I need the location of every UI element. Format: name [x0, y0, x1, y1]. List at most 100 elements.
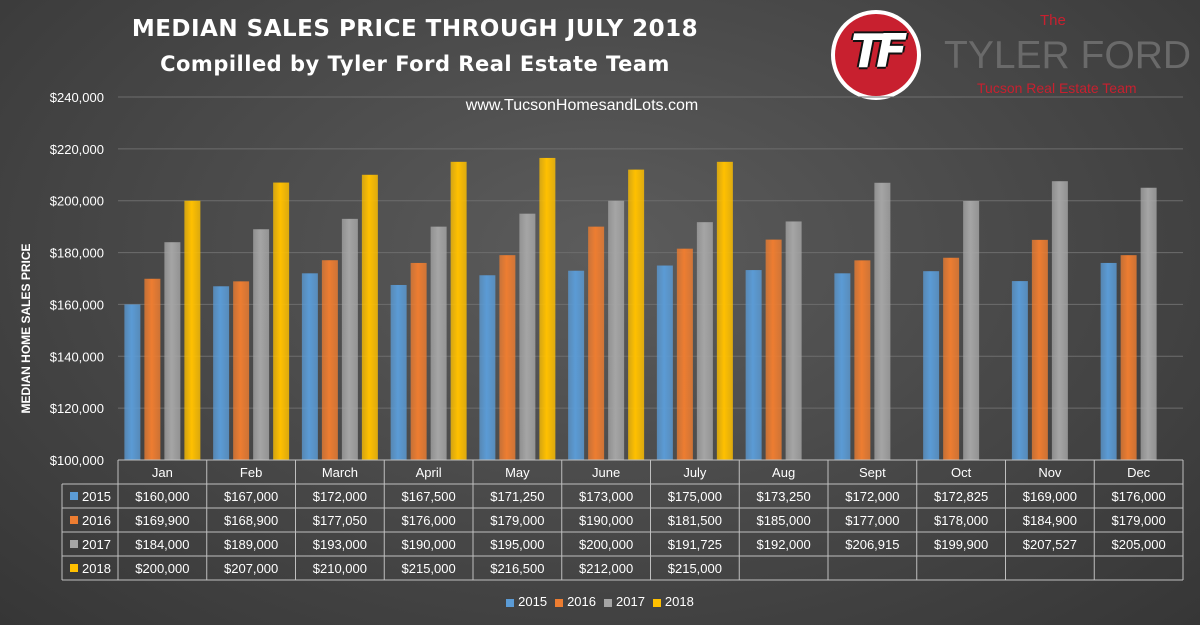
x-tick-label: Nov — [1038, 465, 1062, 480]
table-value: $205,000 — [1112, 537, 1166, 552]
bar-2018-feb — [273, 182, 290, 461]
bar-2018-jan — [184, 200, 201, 460]
bar-2015-jan — [124, 304, 141, 460]
bar-2016-june — [588, 226, 605, 460]
y-tick-label: $140,000 — [50, 349, 104, 364]
chart-subtitle: Compilled by Tyler Ford Real Estate Team — [160, 52, 670, 76]
x-tick-label: Oct — [951, 465, 972, 480]
bar-2015-dec — [1100, 262, 1117, 460]
table-value: $207,000 — [224, 561, 278, 576]
bar-2016-jan — [144, 278, 161, 460]
y-tick-label: $120,000 — [50, 401, 104, 416]
x-tick-label: April — [416, 465, 442, 480]
bar-2017-march — [341, 218, 358, 460]
table-value: $167,500 — [402, 489, 456, 504]
legend-swatch — [604, 598, 612, 607]
table-value: $195,000 — [490, 537, 544, 552]
table-series-name: 2018 — [82, 561, 111, 576]
table-value: $172,000 — [845, 489, 899, 504]
bar-2016-nov — [1031, 239, 1048, 460]
y-tick-label: $180,000 — [50, 246, 104, 261]
bar-2017-nov — [1051, 181, 1068, 460]
bar-2015-feb — [213, 286, 230, 460]
x-tick-label: Jan — [152, 465, 173, 480]
table-value: $176,000 — [402, 513, 456, 528]
table-value: $172,000 — [313, 489, 367, 504]
legend-item-2018: 2018 — [652, 594, 694, 609]
legend-swatch — [652, 598, 661, 607]
bar-2015-june — [568, 270, 585, 460]
bar-2018-may — [539, 157, 556, 461]
table-value: $185,000 — [757, 513, 811, 528]
table-value: $189,000 — [224, 537, 278, 552]
x-tick-label: Sept — [859, 465, 886, 480]
table-value: $206,915 — [845, 537, 899, 552]
tf-logo-mark: TF — [831, 10, 921, 100]
y-axis-label: MEDIAN HOME SALES PRICE — [19, 243, 33, 413]
bar-2015-july — [656, 265, 673, 460]
brand-the: The — [1040, 12, 1066, 29]
table-value: $215,000 — [402, 561, 456, 576]
x-tick-label: Feb — [240, 465, 262, 480]
bar-2017-april — [430, 226, 447, 460]
website-text: www.TucsonHomesandLots.com — [465, 97, 699, 114]
legend-item-2015: 2015 — [506, 594, 547, 609]
table-value: $177,050 — [313, 513, 367, 528]
table-value: $192,000 — [757, 537, 811, 552]
y-tick-label: $200,000 — [50, 194, 104, 209]
table-value: $167,000 — [224, 489, 278, 504]
brand-name: TYLER FORD — [944, 34, 1192, 77]
table-value: $177,000 — [845, 513, 899, 528]
bar-2017-feb — [253, 229, 270, 460]
table-value: $210,000 — [313, 561, 367, 576]
table-value: $190,000 — [402, 537, 456, 552]
chart-title: MEDIAN SALES PRICE THROUGH JULY 2018 — [131, 16, 699, 42]
table-value: $169,900 — [135, 513, 189, 528]
bar-2015-nov — [1011, 281, 1028, 460]
logo-red-circle — [835, 14, 917, 96]
bar-2017-dec — [1140, 187, 1157, 460]
x-tick-label: June — [592, 465, 620, 480]
legend-label: 2018 — [664, 594, 694, 609]
bar-2017-sept — [874, 182, 891, 461]
bar-2015-march — [301, 273, 318, 460]
legend-swatch — [555, 598, 564, 607]
table-value: $179,000 — [1112, 513, 1166, 528]
y-tick-label: $220,000 — [50, 142, 104, 157]
table-value: $184,000 — [135, 537, 189, 552]
bar-2018-june — [628, 169, 645, 460]
x-tick-label: Aug — [772, 465, 795, 480]
bar-2017-jan — [164, 242, 181, 460]
bar-2016-dec — [1120, 255, 1137, 460]
table-value: $176,000 — [1112, 489, 1166, 504]
table-value: $199,900 — [934, 537, 988, 552]
table-value: $184,900 — [1023, 513, 1077, 528]
x-tick-label: Dec — [1127, 465, 1151, 480]
table-value: $215,000 — [668, 561, 722, 576]
bar-2016-may — [499, 255, 516, 460]
bar-2015-aug — [745, 270, 762, 460]
table-value: $200,000 — [579, 537, 633, 552]
table-value: $171,250 — [490, 489, 544, 504]
bar-2018-april — [450, 161, 467, 461]
table-value: $212,000 — [579, 561, 633, 576]
bar-2016-aug — [765, 239, 782, 460]
table-value: $190,000 — [579, 513, 633, 528]
bar-2017-may — [519, 213, 536, 460]
bar-2016-march — [321, 260, 338, 460]
table-series-swatch — [70, 564, 78, 572]
y-tick-label: $240,000 — [50, 90, 104, 105]
table-series-name: 2016 — [82, 513, 111, 528]
bar-2015-sept — [834, 273, 851, 460]
bar-2018-july — [716, 161, 733, 461]
bar-2017-july — [696, 222, 713, 460]
legend-swatch — [506, 598, 515, 607]
legend-label: 2015 — [518, 594, 548, 609]
table-series-swatch — [70, 540, 78, 548]
bar-2015-may — [479, 275, 496, 460]
legend-item-2016: 2016 — [555, 594, 596, 609]
legend-label: 2016 — [567, 594, 596, 609]
table-series-swatch — [70, 492, 78, 500]
y-tick-label: $100,000 — [50, 453, 104, 468]
